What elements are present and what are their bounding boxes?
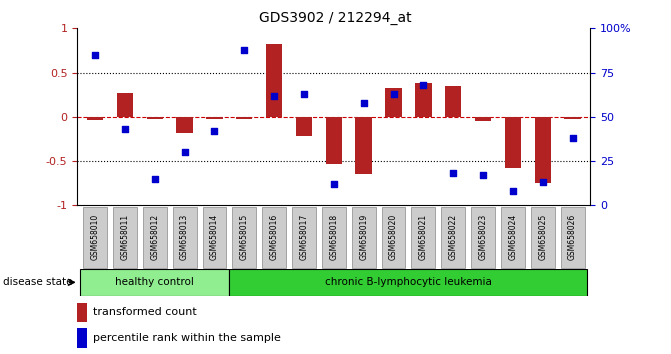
Bar [146,117,163,120]
FancyBboxPatch shape [352,207,376,268]
Point [299,91,309,97]
Text: GSM658020: GSM658020 [389,214,398,260]
Bar [296,117,312,136]
Point [358,100,369,105]
Bar [176,117,193,133]
Text: GSM658022: GSM658022 [449,214,458,260]
Bar [77,329,87,348]
Bar [475,117,491,121]
Text: GSM658012: GSM658012 [150,214,159,260]
Point [537,179,548,185]
Bar [564,117,581,120]
Point [448,171,458,176]
FancyBboxPatch shape [501,207,525,268]
Point [507,188,518,194]
FancyBboxPatch shape [143,207,166,268]
Text: GSM658024: GSM658024 [509,214,517,260]
Text: GDS3902 / 212294_at: GDS3902 / 212294_at [259,11,412,25]
Point [418,82,429,88]
FancyBboxPatch shape [561,207,584,268]
Bar [206,117,223,119]
Text: GSM658019: GSM658019 [359,214,368,260]
Point [179,149,190,155]
Bar [356,117,372,175]
Text: GSM658014: GSM658014 [210,214,219,260]
Text: GSM658017: GSM658017 [299,214,309,260]
Bar [117,93,133,117]
FancyBboxPatch shape [80,269,229,296]
Text: GSM658015: GSM658015 [240,214,249,260]
Bar [325,117,342,164]
Text: disease state: disease state [3,277,73,287]
Point [329,181,340,187]
FancyBboxPatch shape [229,269,588,296]
Text: GSM658021: GSM658021 [419,214,428,260]
Bar [505,117,521,168]
Bar [385,88,402,117]
Point [209,128,220,134]
Text: percentile rank within the sample: percentile rank within the sample [93,333,280,343]
FancyBboxPatch shape [83,207,107,268]
Bar [236,117,252,119]
Bar [87,117,103,120]
FancyBboxPatch shape [113,207,137,268]
Point [567,135,578,141]
Text: GSM658026: GSM658026 [568,214,577,260]
Text: GSM658010: GSM658010 [91,214,99,260]
FancyBboxPatch shape [262,207,286,268]
Text: transformed count: transformed count [93,308,197,318]
Text: GSM658023: GSM658023 [478,214,488,260]
Bar [77,303,87,322]
Point [119,126,130,132]
Point [90,52,101,58]
Text: chronic B-lymphocytic leukemia: chronic B-lymphocytic leukemia [325,277,492,287]
FancyBboxPatch shape [232,207,256,268]
FancyBboxPatch shape [292,207,316,268]
Text: GSM658013: GSM658013 [180,214,189,260]
FancyBboxPatch shape [382,207,405,268]
FancyBboxPatch shape [531,207,555,268]
Bar [535,117,551,183]
Text: GSM658011: GSM658011 [120,214,130,260]
Point [388,91,399,97]
Bar [415,83,431,117]
Text: GSM658016: GSM658016 [270,214,278,260]
Point [150,176,160,182]
Text: healthy control: healthy control [115,277,194,287]
Point [239,47,250,52]
FancyBboxPatch shape [411,207,435,268]
Bar [445,86,462,117]
FancyBboxPatch shape [172,207,197,268]
Text: GSM658018: GSM658018 [329,214,338,260]
Bar [266,44,282,117]
FancyBboxPatch shape [203,207,226,268]
FancyBboxPatch shape [442,207,465,268]
FancyBboxPatch shape [471,207,495,268]
Text: GSM658025: GSM658025 [538,214,548,260]
FancyBboxPatch shape [322,207,346,268]
Point [269,93,280,98]
Point [478,172,488,178]
